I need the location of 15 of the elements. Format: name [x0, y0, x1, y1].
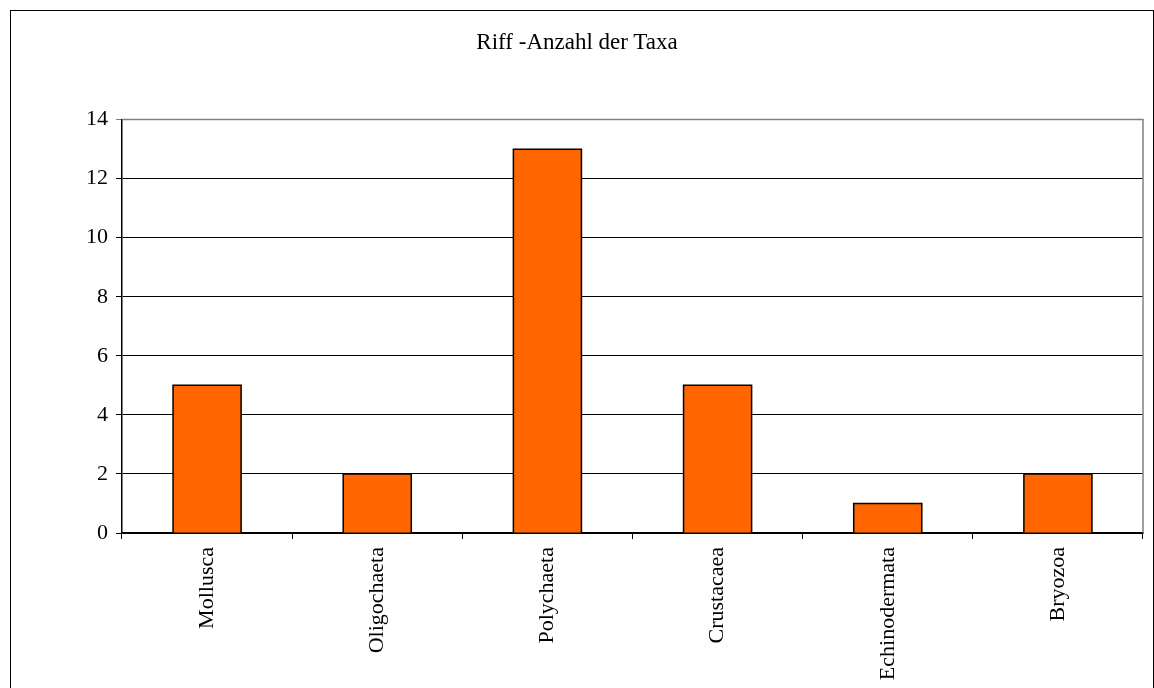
y-tick-label: 14	[86, 105, 108, 131]
chart-title: Riff -Anzahl der Taxa	[476, 28, 678, 54]
y-tick-label: 10	[86, 223, 108, 249]
x-tick-label: Mollusca	[192, 546, 218, 629]
y-tick-label: 12	[86, 164, 108, 190]
x-tick-label: Crustacaea	[703, 546, 729, 644]
x-tick-label: Polychaeta	[533, 546, 559, 644]
x-tick-label: Oligochaeta	[363, 546, 389, 654]
y-tick-label: 6	[97, 341, 108, 367]
y-tick-label: 0	[97, 518, 108, 544]
x-tick-label: Bryozoa	[1043, 546, 1069, 622]
x-tick-label: Echinodermata	[873, 546, 899, 681]
y-tick-label: 4	[97, 400, 108, 426]
y-tick-label: 2	[97, 459, 108, 485]
y-tick-label: 8	[97, 282, 108, 308]
